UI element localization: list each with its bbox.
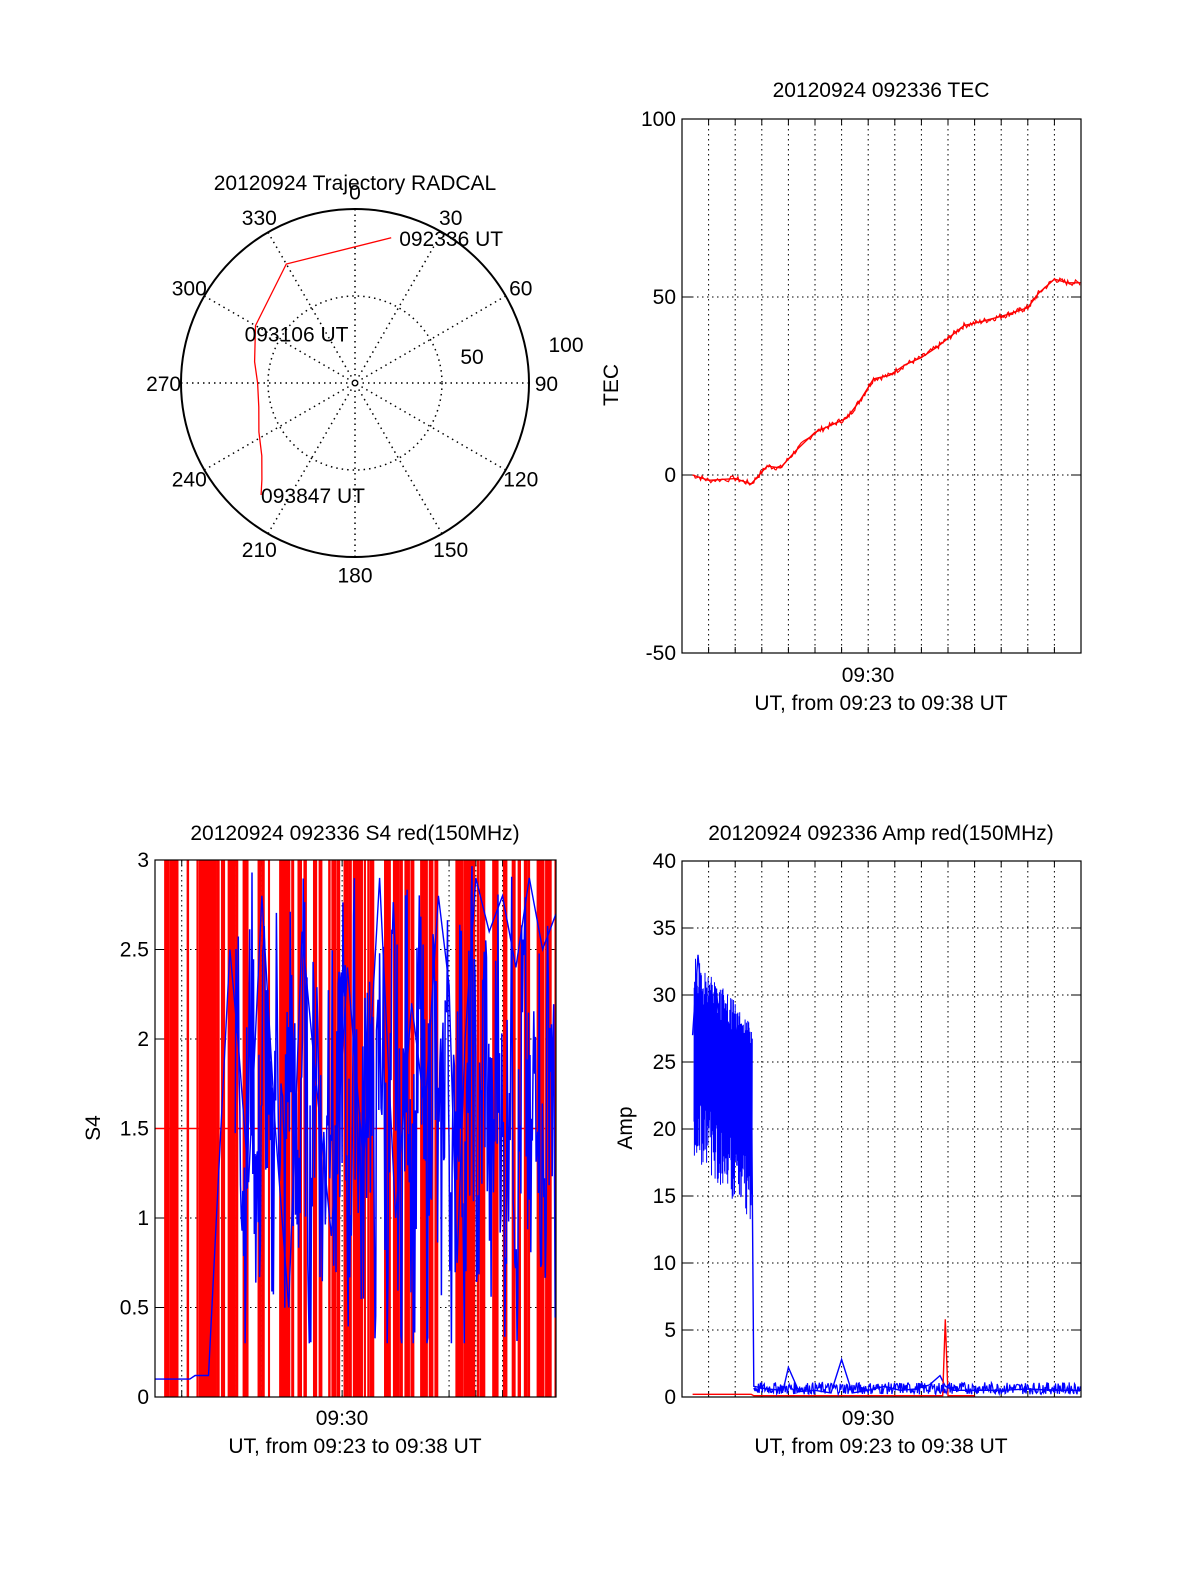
azimuth-label-30: 30 <box>439 207 462 230</box>
ytick-label: 0 <box>664 1386 676 1409</box>
ytick-label: 0.5 <box>120 1297 149 1320</box>
amp-plot: 20120924 092336 Amp red(150MHz) Amp 09:3… <box>614 822 1082 1458</box>
tec-plot: 20120924 092336 TEC TEC 09:30 UT, from 0… <box>600 79 1082 715</box>
azimuth-label-210: 210 <box>242 539 277 562</box>
azimuth-label-330: 330 <box>242 207 277 230</box>
tec-ylabel: TEC <box>600 364 623 406</box>
ytick-label: 3 <box>137 849 149 872</box>
azimuth-label-60: 60 <box>509 277 532 300</box>
ytick-label: 25 <box>653 1051 676 1074</box>
ytick-label: 50 <box>653 286 676 309</box>
ytick-label: 5 <box>664 1319 676 1342</box>
series-line-red <box>692 1319 975 1397</box>
plot-frame <box>681 118 1082 654</box>
azimuth-label-270: 270 <box>146 373 181 396</box>
s4-plot: 20120924 092336 S4 red(150MHz) S4 09:30 … <box>82 822 557 1458</box>
tec-noise-line <box>692 277 1081 486</box>
plot-area <box>155 860 556 1397</box>
azimuth-label-300: 300 <box>172 277 207 300</box>
amp-title: 20120924 092336 Amp red(150MHz) <box>708 822 1054 845</box>
ytick-label: 15 <box>653 1185 676 1208</box>
plot-area <box>692 277 1081 486</box>
trajectory-line <box>253 237 392 496</box>
s4-xlabel: UT, from 09:23 to 09:38 UT <box>228 1435 481 1458</box>
s4-blue-noise <box>234 866 556 1344</box>
ytick-label: 20 <box>653 1118 676 1141</box>
ytick-label: 30 <box>653 984 676 1007</box>
series-line-red <box>692 278 1081 485</box>
amp-ylabel: Amp <box>614 1106 637 1149</box>
ytick-label: 1.5 <box>120 1118 149 1141</box>
ytick-label: 40 <box>653 850 676 873</box>
ytick-label: -50 <box>646 642 676 665</box>
azimuth-label-180: 180 <box>337 564 372 587</box>
trajectory-title: 20120924 Trajectory RADCAL <box>214 172 497 195</box>
azimuth-label-0: 0 <box>349 182 361 205</box>
amp-xlabel: UT, from 09:23 to 09:38 UT <box>754 1435 1007 1458</box>
azimuth-label-120: 120 <box>503 469 538 492</box>
ytick-label: 10 <box>653 1252 676 1275</box>
ytick-label: 2 <box>137 1028 149 1051</box>
tec-xtick-label: 09:30 <box>842 664 895 687</box>
ytick-label: 0 <box>664 464 676 487</box>
s4-ylabel: S4 <box>82 1115 105 1141</box>
plot-area <box>691 954 1081 1397</box>
amp-xtick-label: 09:30 <box>842 1407 895 1430</box>
tec-xlabel: UT, from 09:23 to 09:38 UT <box>754 692 1007 715</box>
trajectory-time-label: 093106 UT <box>245 324 349 347</box>
s4-xtick-label: 09:30 <box>316 1407 369 1430</box>
azimuth-label-150: 150 <box>433 539 468 562</box>
azimuth-label-240: 240 <box>172 469 207 492</box>
trajectory-time-label: 092336 UT <box>399 228 503 251</box>
ytick-label: 1 <box>137 1207 149 1230</box>
azimuth-label-90: 90 <box>535 373 558 396</box>
polar-grid-circle-50 <box>267 295 443 471</box>
ytick-label: 35 <box>653 917 676 940</box>
trajectory-time-label: 093847 UT <box>261 485 365 508</box>
trajectory-plot: 20120924 Trajectory RADCAL 0 30 60 90 120 150… <box>146 172 583 587</box>
radial-label-50: 50 <box>460 346 483 369</box>
ytick-label: 100 <box>641 108 676 131</box>
plot-frame <box>681 860 1082 1398</box>
radial-label-100: 100 <box>548 334 583 357</box>
s4-title: 20120924 092336 S4 red(150MHz) <box>190 822 519 845</box>
amp-blue-burst <box>693 958 753 1220</box>
tec-title: 20120924 092336 TEC <box>773 79 990 102</box>
ytick-label: 0 <box>137 1386 149 1409</box>
ytick-label: 2.5 <box>120 939 149 962</box>
plot-frame <box>154 859 557 1398</box>
amp-blue-floor <box>753 1380 1081 1397</box>
